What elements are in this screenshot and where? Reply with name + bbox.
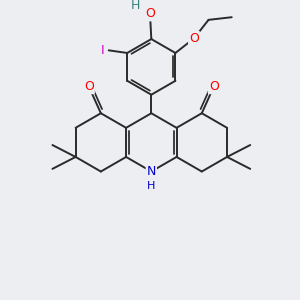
Text: O: O: [189, 32, 199, 45]
Text: N: N: [147, 165, 156, 178]
Text: I: I: [100, 44, 104, 57]
Text: O: O: [145, 8, 155, 20]
Text: H: H: [131, 0, 140, 13]
Text: O: O: [84, 80, 94, 93]
Text: O: O: [209, 80, 219, 93]
Text: H: H: [147, 181, 155, 191]
